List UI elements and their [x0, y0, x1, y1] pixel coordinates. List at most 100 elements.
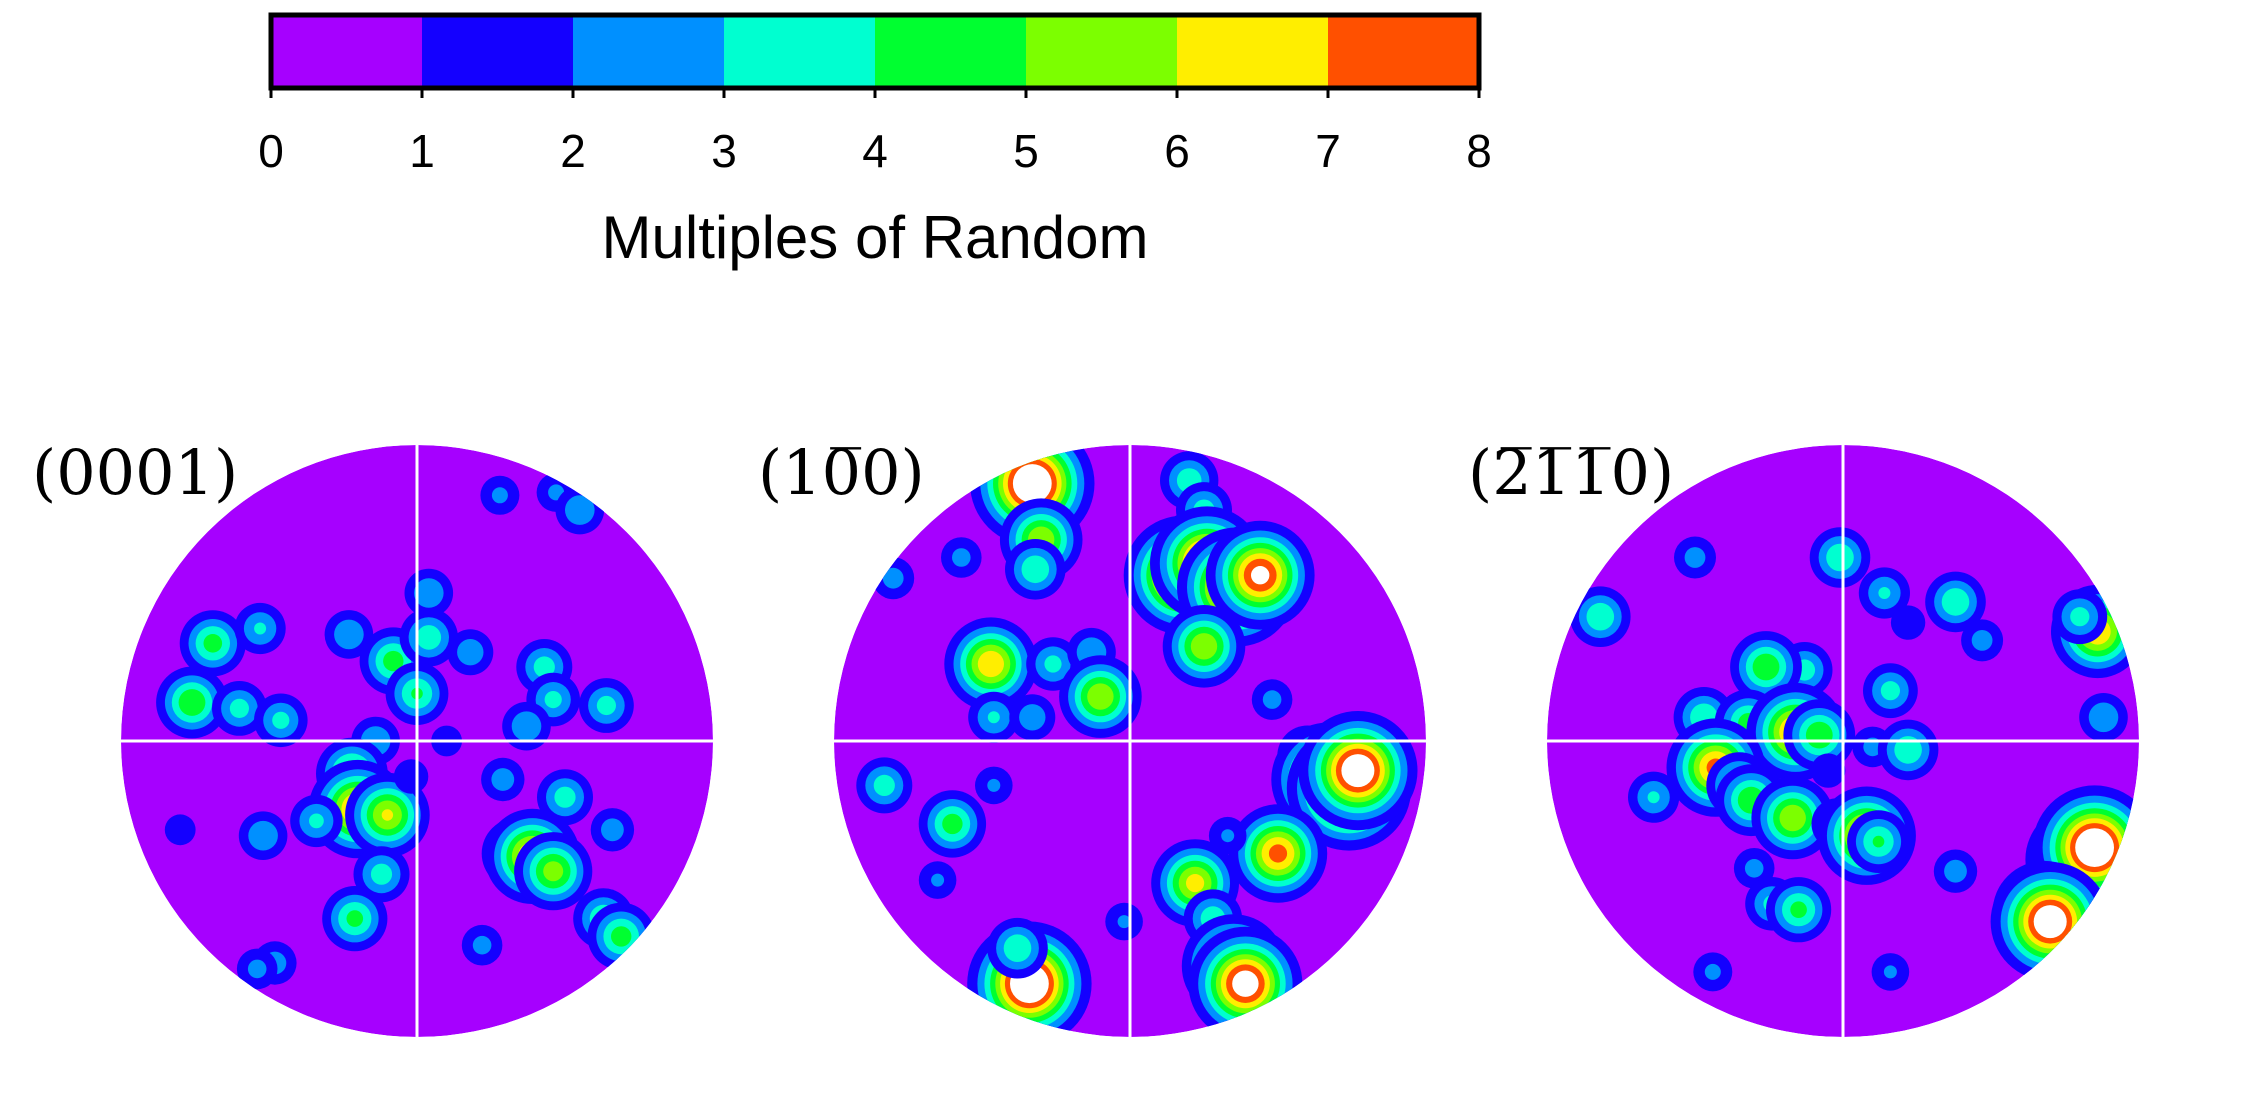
- density-contour: [1221, 829, 1235, 843]
- density-contour: [370, 863, 393, 885]
- colorbar-segment: [1026, 15, 1178, 88]
- density-spot: [1766, 877, 1832, 943]
- density-contour: [1019, 704, 1046, 731]
- density-spot: [1811, 753, 1846, 788]
- colorbar-segment: [1328, 15, 1480, 88]
- density-spot: [1251, 679, 1293, 720]
- colorbar-tick-label: 2: [560, 125, 586, 177]
- density-map: [121, 445, 713, 1037]
- density-contour: [543, 861, 564, 882]
- density-contour: [1811, 753, 1846, 788]
- colorbar-segment: [724, 15, 876, 88]
- density-spot: [236, 948, 278, 990]
- panel-title: (10̅0): [758, 436, 925, 509]
- density-contour: [1790, 901, 1807, 918]
- density-contour: [1190, 633, 1218, 660]
- density-spot: [1858, 567, 1910, 619]
- colorbar-label: Multiples of Random: [602, 204, 1149, 271]
- density-spot: [1570, 586, 1631, 647]
- density-spot: [1871, 953, 1910, 991]
- density-contour: [247, 959, 267, 979]
- panel-title: (2̅1̅1̅0): [1468, 436, 1674, 509]
- density-contour: [381, 809, 394, 821]
- density-spot: [322, 886, 388, 952]
- density-contour: [393, 759, 429, 794]
- density-contour: [952, 548, 971, 567]
- colorbar-tick-label: 4: [862, 125, 888, 177]
- density-spot: [447, 629, 494, 676]
- density-spot: [1693, 952, 1733, 992]
- density-contour: [987, 778, 1001, 792]
- density-contour: [457, 639, 484, 666]
- density-contour: [414, 578, 444, 608]
- colorbar-segment: [271, 15, 423, 88]
- density-spot: [918, 790, 987, 858]
- density-spot: [555, 485, 605, 535]
- density-contour: [1971, 630, 1993, 651]
- density-spot: [1105, 902, 1143, 941]
- density-contour: [533, 656, 555, 678]
- colorbar-tick-label: 1: [409, 125, 435, 177]
- density-spot: [353, 846, 410, 903]
- density-contour: [334, 619, 364, 650]
- colorbar-segment: [573, 15, 725, 88]
- density-spot: [156, 666, 228, 739]
- density-spot: [1228, 804, 1328, 903]
- density-contour: [203, 634, 223, 653]
- density-contour: [1647, 791, 1660, 804]
- density-contour: [942, 813, 963, 835]
- density-contour: [248, 820, 278, 851]
- density-spot: [1961, 619, 2004, 662]
- density-spot: [324, 610, 374, 659]
- density-spot: [1628, 771, 1680, 823]
- density-contour: [254, 622, 267, 635]
- panel-title: (0001): [32, 436, 238, 509]
- density-contour: [1872, 835, 1885, 848]
- density-contour: [491, 487, 508, 504]
- density-spot: [590, 808, 635, 852]
- density-contour: [1232, 970, 1259, 997]
- density-spot: [480, 475, 520, 515]
- colorbar-tick-label: 5: [1013, 125, 1039, 177]
- density-spot: [253, 693, 308, 748]
- density-contour: [873, 774, 895, 797]
- density-contour: [565, 495, 595, 525]
- density-contour: [1878, 587, 1891, 599]
- density-spots: [156, 472, 655, 990]
- density-spot: [918, 861, 957, 899]
- density-spot: [234, 602, 286, 655]
- density-contour: [309, 813, 324, 829]
- density-spot: [212, 681, 267, 736]
- density-contour: [1117, 915, 1131, 929]
- colorbar: 0 1 2 3 4 5 6 7 8 Multiples of Random: [258, 12, 1492, 271]
- density-spot: [941, 537, 982, 578]
- density-contour: [1944, 859, 1967, 883]
- density-spot: [537, 769, 593, 826]
- density-spot: [290, 794, 343, 848]
- density-contour: [987, 711, 1000, 724]
- density-contour: [2081, 834, 2108, 861]
- density-contour: [2041, 912, 2060, 931]
- density-contour: [1262, 690, 1282, 709]
- density-spot: [1863, 663, 1918, 719]
- density-contour: [1779, 804, 1806, 832]
- density-spot: [1783, 699, 1856, 771]
- density-contour: [416, 625, 442, 650]
- density-spot: [399, 608, 458, 667]
- density-contour: [931, 873, 945, 887]
- density-contour: [1704, 963, 1721, 980]
- density-contour: [601, 818, 624, 842]
- pole-figure-panel-3: (2̅1̅1̅0): [1468, 436, 2139, 1037]
- density-contour: [1684, 547, 1706, 568]
- density-contour: [596, 695, 617, 716]
- density-spot: [514, 832, 593, 911]
- density-spot: [944, 617, 1038, 711]
- density-contour: [164, 814, 196, 846]
- density-spot: [1674, 536, 1716, 579]
- density-contour: [1883, 965, 1897, 979]
- density-spot: [1751, 776, 1834, 860]
- density-spot: [2079, 693, 2128, 742]
- density-contour: [511, 711, 542, 741]
- density-spot: [1925, 571, 1986, 633]
